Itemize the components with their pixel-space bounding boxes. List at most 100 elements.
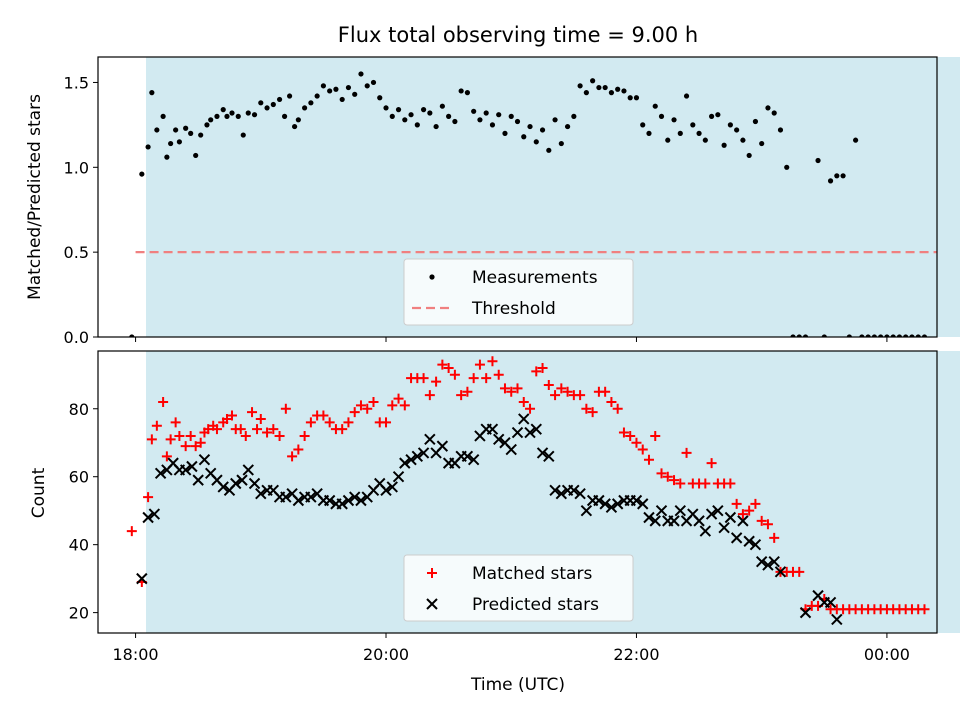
data-point [336,498,348,510]
chart-title: Flux total observing time = 9.00 h [338,23,698,47]
data-point [474,359,485,370]
data-point [392,471,405,483]
bottom-y-axis-label: Count [29,467,49,518]
data-point [640,122,646,128]
data-point [662,471,673,482]
data-point [527,123,533,130]
data-point [280,403,291,414]
data-point [658,113,665,119]
data-point [226,410,237,421]
data-point [539,127,546,133]
data-point [349,491,361,503]
data-point [240,132,246,138]
data-point [204,122,210,128]
data-point [145,144,151,150]
data-point [427,110,433,116]
data-point [179,464,192,476]
data-point [281,113,288,119]
data-point [402,117,408,123]
data-point [590,78,596,84]
data-point [405,454,417,466]
plot-content [129,71,937,337]
data-point [168,140,174,147]
data-point [176,139,182,145]
data-point [320,83,327,89]
data-point [505,443,517,456]
data-point [461,450,474,463]
data-point [193,152,199,159]
data-point [292,123,298,130]
data-point [865,334,871,337]
data-point [324,417,335,428]
data-point [675,478,686,489]
data-point [471,108,477,114]
data-point [512,383,523,394]
legend-marker [427,568,437,578]
data-point [211,424,222,435]
data-point [164,154,170,160]
data-point [668,515,680,527]
data-point [264,105,270,111]
data-point [270,101,276,108]
data-point [299,430,310,441]
data-point [890,334,896,337]
data-point [633,95,640,101]
legend-label: Measurements [472,268,598,288]
data-point [276,96,283,103]
data-point [611,498,624,510]
data-point [827,178,834,184]
series-measurements [129,71,928,337]
data-point [618,427,629,438]
data-point [608,90,615,96]
data-point [443,362,454,373]
data-point [389,113,395,119]
data-point [552,117,558,123]
data-point [136,572,148,585]
data-point [631,437,642,448]
data-point [649,515,661,527]
data-point [458,88,464,94]
data-point [368,396,379,407]
data-point [669,475,680,486]
data-point [235,424,246,435]
data-point [170,417,181,428]
legend-marker [426,598,438,610]
data-point [599,498,611,510]
data-point [815,157,821,164]
data-point [146,434,157,445]
data-point [756,515,767,526]
data-point [436,440,449,452]
data-point [878,334,884,337]
data-point [725,478,736,489]
data-point [314,93,320,99]
data-point [352,91,358,97]
data-point [571,113,577,119]
data-point [558,140,564,147]
data-point [583,90,589,96]
data-point [752,118,759,125]
data-point [493,369,504,380]
data-point [665,137,671,143]
data-point [840,173,846,179]
data-point [774,566,787,578]
data-point [386,481,398,493]
data-point [483,110,489,116]
data-point [794,566,805,577]
data-point [508,113,514,119]
data-point [195,437,206,448]
data-point [180,441,191,452]
data-point [677,130,683,136]
data-point [771,110,777,116]
data-point [342,494,355,507]
y-tick-label: 1.5 [64,73,89,92]
data-point [627,95,633,101]
data-point [248,477,261,490]
data-point [349,407,360,418]
data-point [462,386,473,397]
data-point [637,498,649,510]
data-point [731,498,742,509]
data-point [511,426,524,439]
data-point [765,105,771,111]
data-point [630,494,643,507]
